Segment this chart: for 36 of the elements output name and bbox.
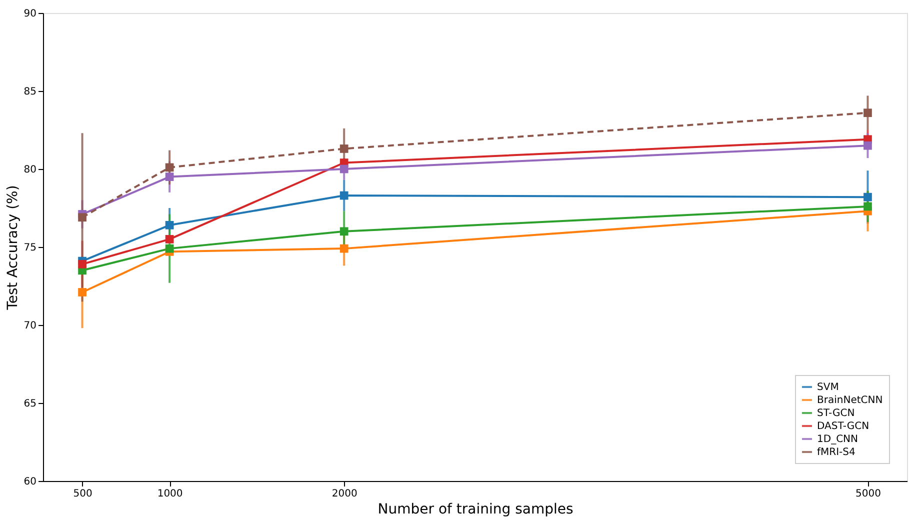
point [165, 163, 174, 172]
legend-label: BrainNetCNN [817, 395, 883, 406]
y-tick-label: 80 [24, 164, 36, 176]
point [340, 244, 348, 253]
point [864, 141, 872, 150]
point [165, 235, 174, 244]
point [340, 164, 348, 174]
x-axis-title: Number of training samples [378, 502, 574, 518]
x-tick-label: 5000 [856, 488, 881, 500]
point [78, 213, 86, 222]
x-tick-label: 500 [73, 488, 92, 500]
legend-label: SVM [817, 382, 839, 393]
point [340, 191, 348, 200]
point [165, 220, 174, 230]
y-axis-title: Test Accuracy (%) [4, 185, 21, 311]
y-tick-label: 90 [24, 8, 36, 20]
legend-label: ST-GCN [817, 408, 855, 419]
point [864, 202, 872, 211]
point [78, 288, 86, 296]
y-tick-label: 85 [24, 86, 36, 98]
y-tick-label: 60 [24, 476, 36, 488]
legend-label: DAST-GCN [817, 421, 870, 432]
x-tick-label: 2000 [332, 488, 358, 500]
point [165, 244, 174, 253]
x-tick-label: 1000 [157, 488, 183, 500]
y-tick-label: 70 [24, 320, 36, 332]
point [864, 108, 872, 118]
point [78, 260, 86, 268]
point [340, 144, 348, 153]
point [165, 172, 174, 181]
point [340, 227, 348, 236]
legend-label: fMRI-S4 [817, 447, 856, 458]
point [864, 192, 872, 202]
legend-label: 1D_CNN [817, 434, 858, 445]
y-tick-label: 75 [24, 242, 36, 254]
y-tick-label: 65 [24, 398, 36, 410]
